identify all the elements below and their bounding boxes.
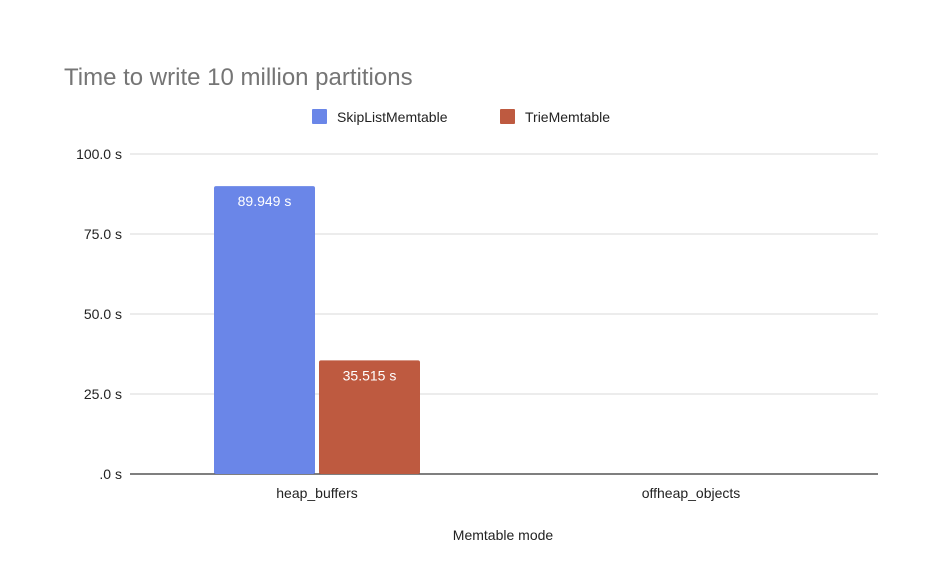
data-label: 35.515 s: [343, 367, 397, 383]
y-tick-label: .0 s: [99, 466, 122, 482]
y-tick-label: 25.0 s: [84, 386, 122, 402]
y-axis-ticks: .0 s 25.0 s 50.0 s 75.0 s 100.0 s: [76, 146, 122, 482]
legend-swatch-trie: [500, 109, 515, 124]
legend-swatch-skiplist: [312, 109, 327, 124]
y-tick-label: 50.0 s: [84, 306, 122, 322]
bars: [214, 186, 420, 474]
x-category-label: offheap_objects: [642, 485, 741, 501]
y-tick-label: 100.0 s: [76, 146, 122, 162]
x-axis-title: Memtable mode: [453, 527, 554, 543]
legend-label-skiplist: SkipListMemtable: [337, 109, 448, 125]
y-tick-label: 75.0 s: [84, 226, 122, 242]
x-category-label: heap_buffers: [276, 485, 357, 501]
bar-triememtable-heap_buffers: [319, 360, 420, 474]
bar-skiplistmemtable-heap_buffers: [214, 186, 315, 474]
x-axis-categories: heap_buffers offheap_objects: [276, 485, 740, 501]
data-labels: 89.949 s 35.515 s: [238, 193, 397, 383]
legend-label-trie: TrieMemtable: [525, 109, 610, 125]
data-label: 89.949 s: [238, 193, 292, 209]
legend: SkipListMemtable TrieMemtable: [312, 109, 610, 125]
chart-title: Time to write 10 million partitions: [64, 64, 413, 91]
